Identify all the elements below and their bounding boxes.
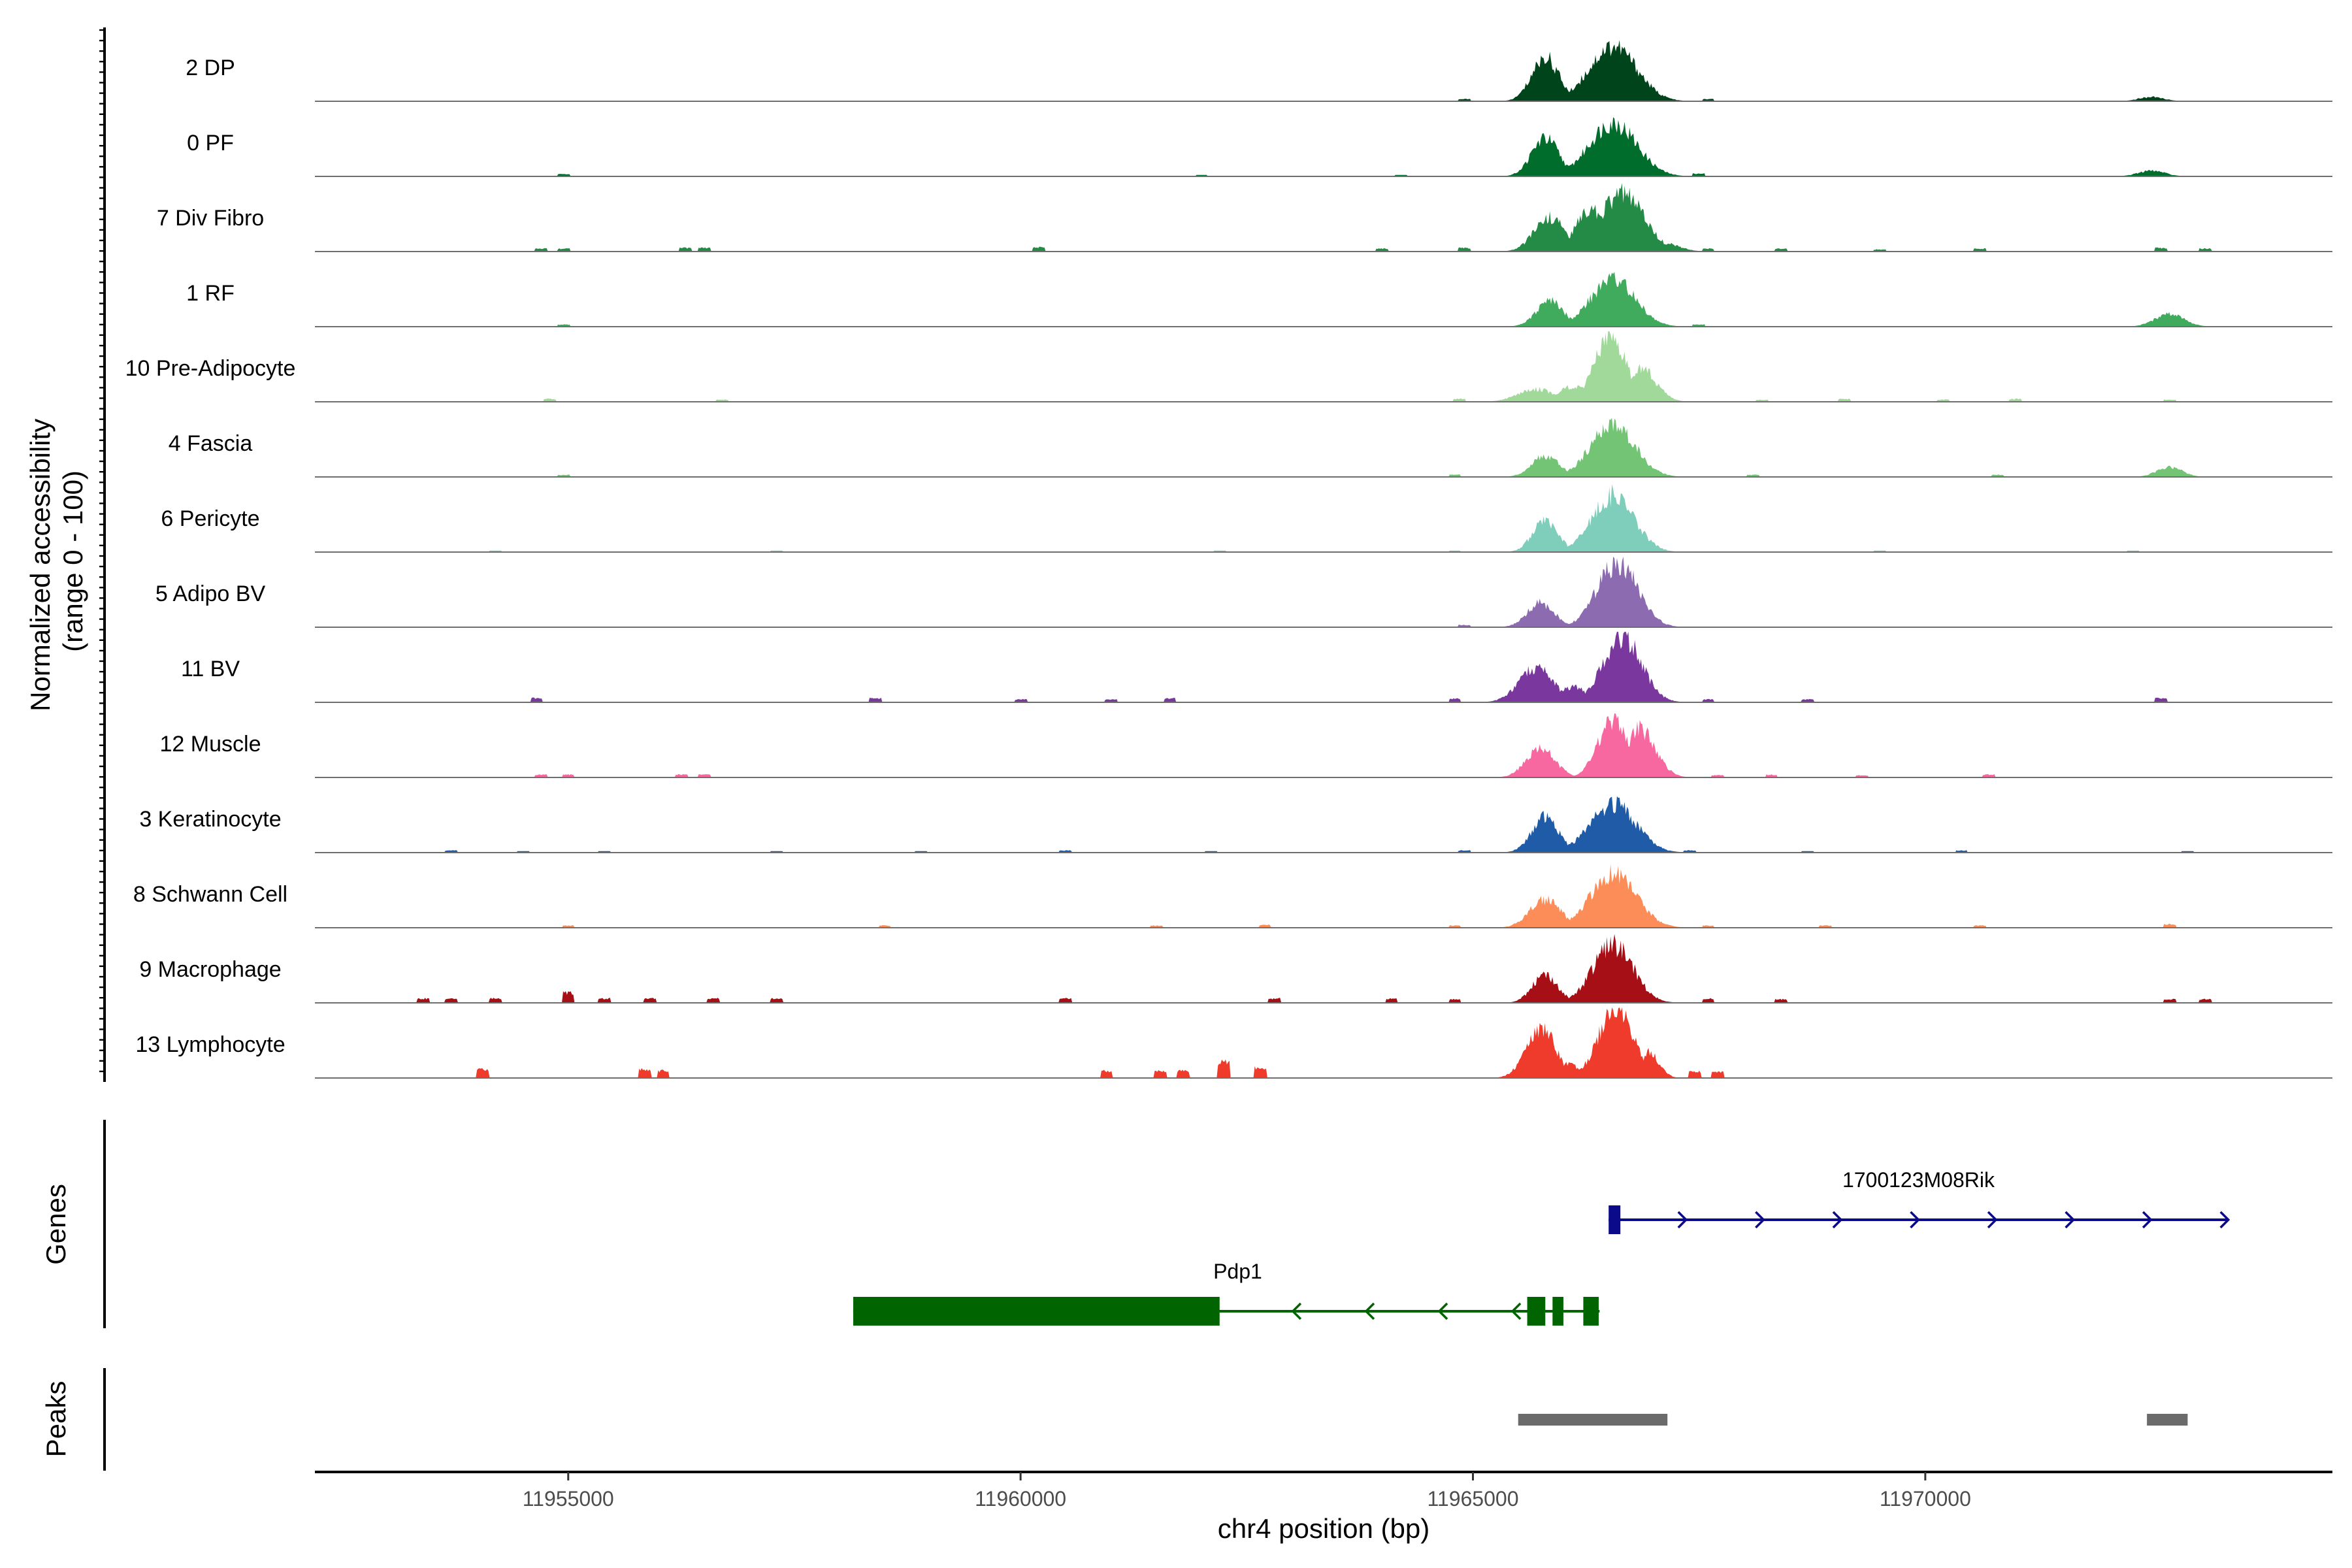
track-6-pericyte: 6 Pericyte [161,484,2332,553]
strand-arrow [1832,1211,1843,1229]
peak-region [1518,1414,1668,1426]
coverage-area [315,331,2332,402]
x-axis-label: chr4 position (bp) [1218,1513,1430,1544]
strand-arrow [2142,1211,2153,1229]
strand-arrow [1437,1302,1448,1320]
track-label: 5 Adipo BV [155,581,266,606]
track-10-pre-adipocyte: 10 Pre-Adipocyte [125,331,2332,402]
coverage-area [315,40,2332,101]
genes-panel: Genes 1700123M08Rik Pdp1 [41,1120,2230,1328]
track-label: 1 RF [186,281,235,306]
strand-arrow [1755,1211,1765,1229]
peak-region [2147,1414,2188,1426]
track-label: 10 Pre-Adipocyte [125,356,296,381]
coverage-area [315,417,2332,477]
strand-arrow [1910,1211,1920,1229]
track-label: 11 BV [181,657,240,681]
track-label: 12 Muscle [160,732,261,757]
track-8-schwann-cell: 8 Schwann Cell [133,864,2332,928]
track-0-pf: 0 PF [187,117,2332,177]
coverage-area [315,484,2332,552]
track-label: 2 DP [186,56,235,80]
coverage-tracks: 2 DP 0 PF 7 Div Fibro 1 RF 10 Pre-Adipocyte 4… [125,40,2332,1079]
y-axis-label-line-2: (range 0 - 100) [57,470,88,652]
gene-exon [1583,1297,1599,1326]
coverage-area [315,934,2332,1003]
x-tick-label: 11955000 [523,1487,614,1511]
coverage-area [315,1007,2332,1078]
y-axis-label: Normalized accessibility (range 0 - 100) [25,411,88,711]
peaks-panel-label: Peaks [41,1381,71,1458]
x-tick-label: 11965000 [1427,1487,1518,1511]
track-4-fascia: 4 Fascia [169,417,2332,478]
track-1-rf: 1 RF [186,272,2332,327]
gene-exon [1609,1205,1621,1234]
gene-exon [1552,1297,1563,1326]
track-7-div-fibro: 7 Div Fibro [157,183,2332,252]
track-12-muscle: 12 Muscle [160,713,2332,778]
x-tick-label: 11970000 [1880,1487,1971,1511]
track-label: 13 Lymphocyte [135,1032,285,1057]
x-axis: 11955000 11960000 11965000 11970000 [315,1471,2332,1511]
strand-arrow [1677,1211,1688,1229]
track-label: 7 Div Fibro [157,206,264,231]
left-axis [99,27,106,1082]
track-label: 6 Pericyte [161,506,259,531]
y-axis-label-line-1: Normalized accessibility [25,419,56,711]
track-label: 4 Fascia [169,431,253,456]
track-13-lymphocyte: 13 Lymphocyte [135,1007,2332,1079]
track-label: 9 Macrophage [139,957,281,982]
track-3-keratinocyte: 3 Keratinocyte [139,796,2332,853]
track-11-bv: 11 BV [181,632,2332,703]
coverage-area [315,713,2332,777]
track-label: 0 PF [187,131,234,155]
track-label: 8 Schwann Cell [133,882,287,907]
coverage-area [315,272,2332,327]
track-2-dp: 2 DP [186,40,2332,102]
track-label: 3 Keratinocyte [139,807,281,832]
coverage-area [315,183,2332,252]
gene-label: 1700123M08Rik [1842,1168,1995,1192]
gene-exon [853,1297,1220,1326]
strand-arrow [1291,1302,1302,1320]
coverage-area [315,557,2332,627]
coverage-area [315,117,2332,176]
strand-arrow [1364,1302,1375,1320]
strand-arrow [2065,1211,2076,1229]
strand-arrow [1987,1211,1998,1229]
coverage-area [315,864,2332,928]
track-9-macrophage: 9 Macrophage [139,934,2332,1004]
strand-arrow [2219,1211,2230,1229]
coverage-area [315,632,2332,702]
strand-arrow [1511,1302,1522,1320]
peaks-panel: Peaks [41,1368,2188,1471]
gene-label: Pdp1 [1213,1260,1262,1283]
gene-1700123m08rik: 1700123M08Rik [1609,1168,2230,1234]
genes-panel-label: Genes [41,1184,71,1265]
track-5-adipo-bv: 5 Adipo BV [155,557,2332,628]
coverage-area [315,796,2332,853]
gene-exon [1527,1297,1546,1326]
x-tick-label: 11960000 [975,1487,1066,1511]
gene-pdp1: Pdp1 [853,1260,1600,1326]
